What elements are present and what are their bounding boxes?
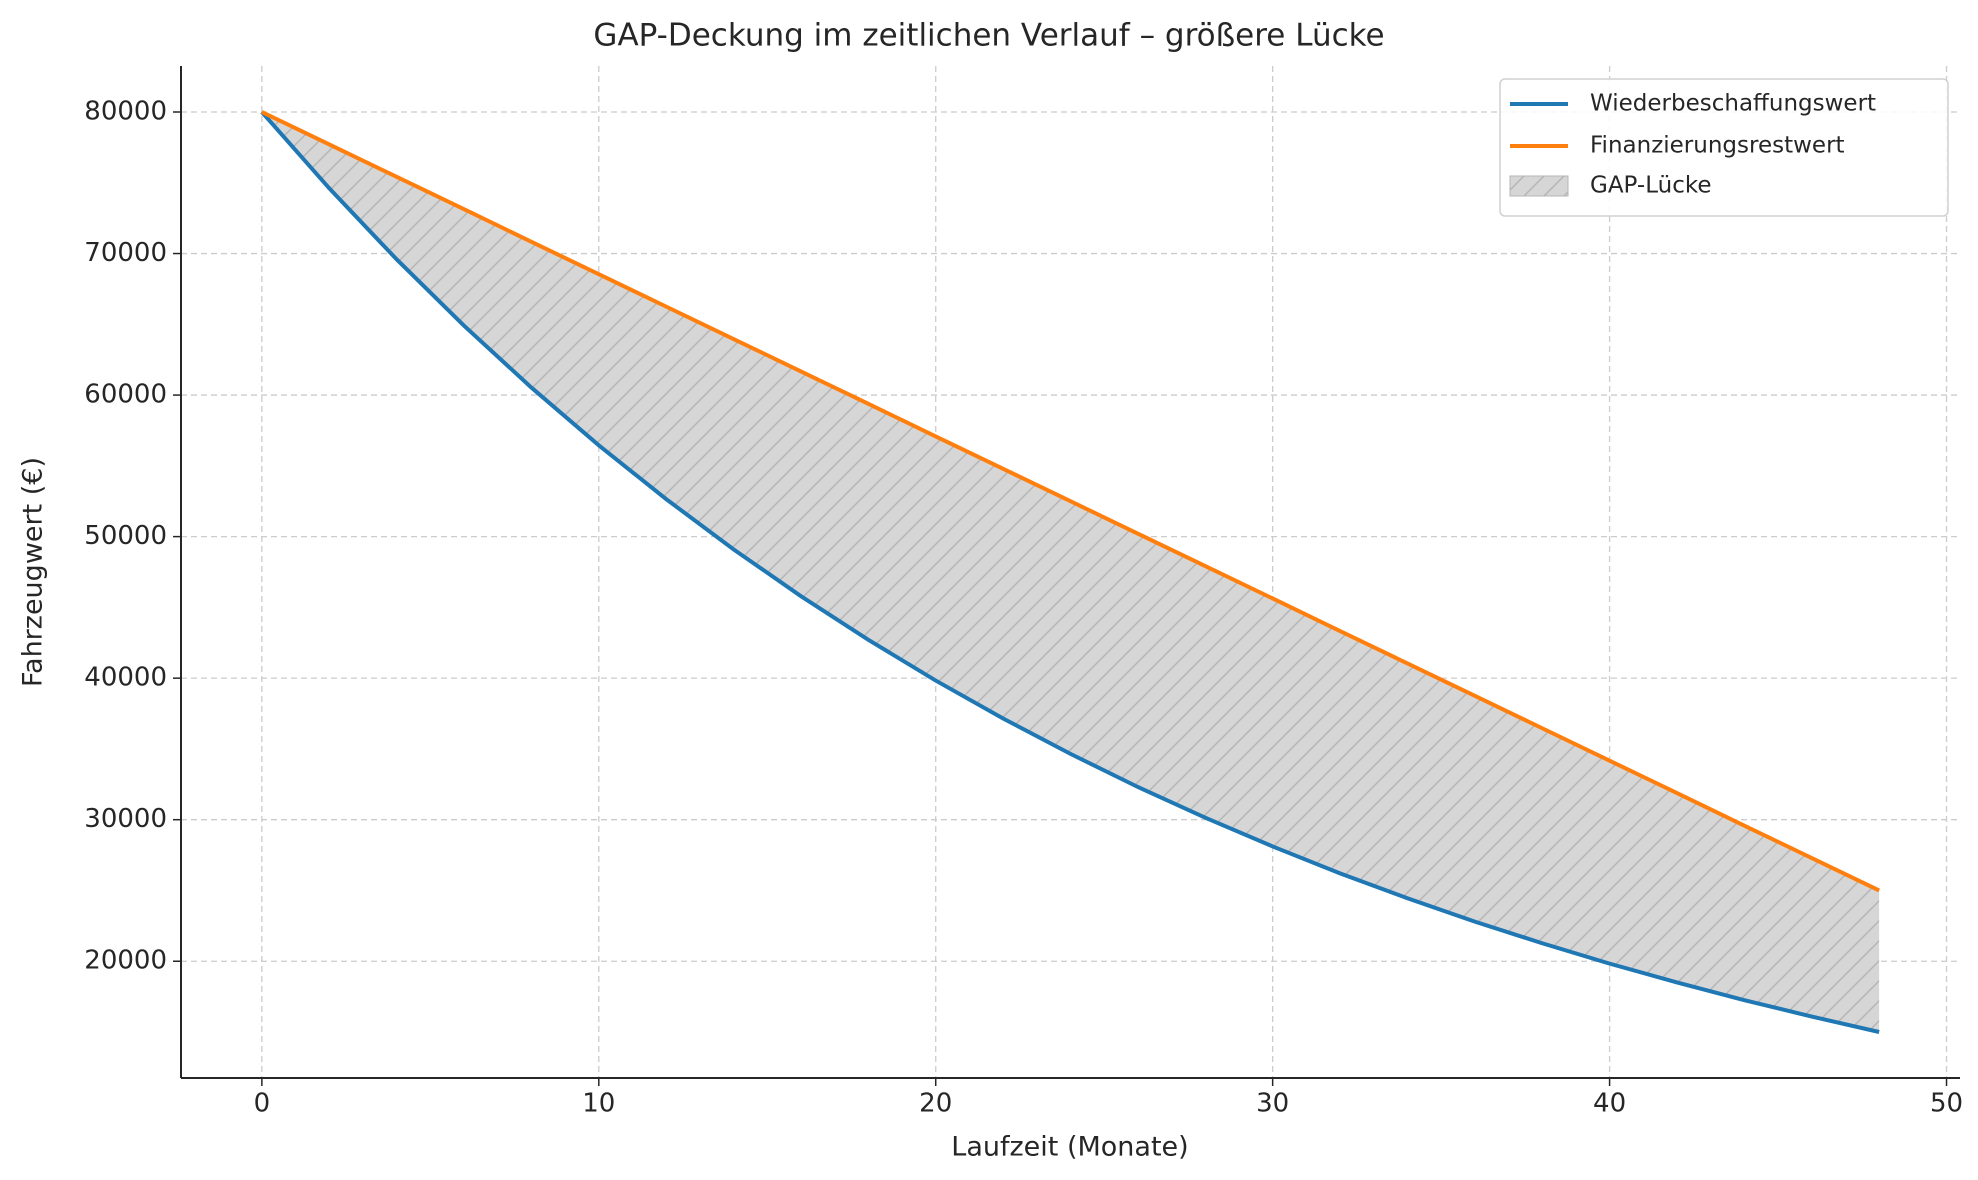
legend-label: Wiederbeschaffungswert	[1590, 91, 1876, 117]
legend-label: Finanzierungsrestwert	[1590, 133, 1845, 159]
x-axis-label: Laufzeit (Monate)	[951, 1132, 1188, 1163]
y-tick-label: 70000	[84, 238, 167, 268]
x-tick-label: 10	[582, 1089, 615, 1119]
legend: Wiederbeschaffungswert Finanzierungsrestw…	[1499, 78, 1949, 217]
legend-box	[1499, 78, 1949, 217]
x-tick-label: 50	[1930, 1089, 1963, 1119]
legend-label: GAP-Lücke	[1590, 173, 1712, 199]
gap-area	[261, 112, 1880, 1032]
series-line	[260, 110, 1880, 1034]
y-tick-label: 20000	[84, 946, 167, 976]
x-tick-label: 0	[254, 1089, 271, 1119]
series-line	[260, 110, 1881, 893]
x-tick-label: 30	[1256, 1089, 1289, 1119]
y-axis-label: Fahrzeugwert (€)	[18, 457, 49, 687]
y-tick-label: 50000	[84, 521, 167, 551]
x-tick-label: 40	[1593, 1089, 1626, 1119]
y-tick-label: 40000	[84, 663, 167, 693]
y-tick-label: 60000	[84, 380, 167, 410]
chart-title: GAP-Deckung im zeitlichen Verlauf – größ…	[593, 18, 1384, 54]
y-tick-label: 30000	[84, 804, 167, 834]
legend-swatch	[1509, 175, 1569, 197]
x-tick-label: 20	[919, 1089, 952, 1119]
y-tick-label: 80000	[84, 97, 167, 127]
